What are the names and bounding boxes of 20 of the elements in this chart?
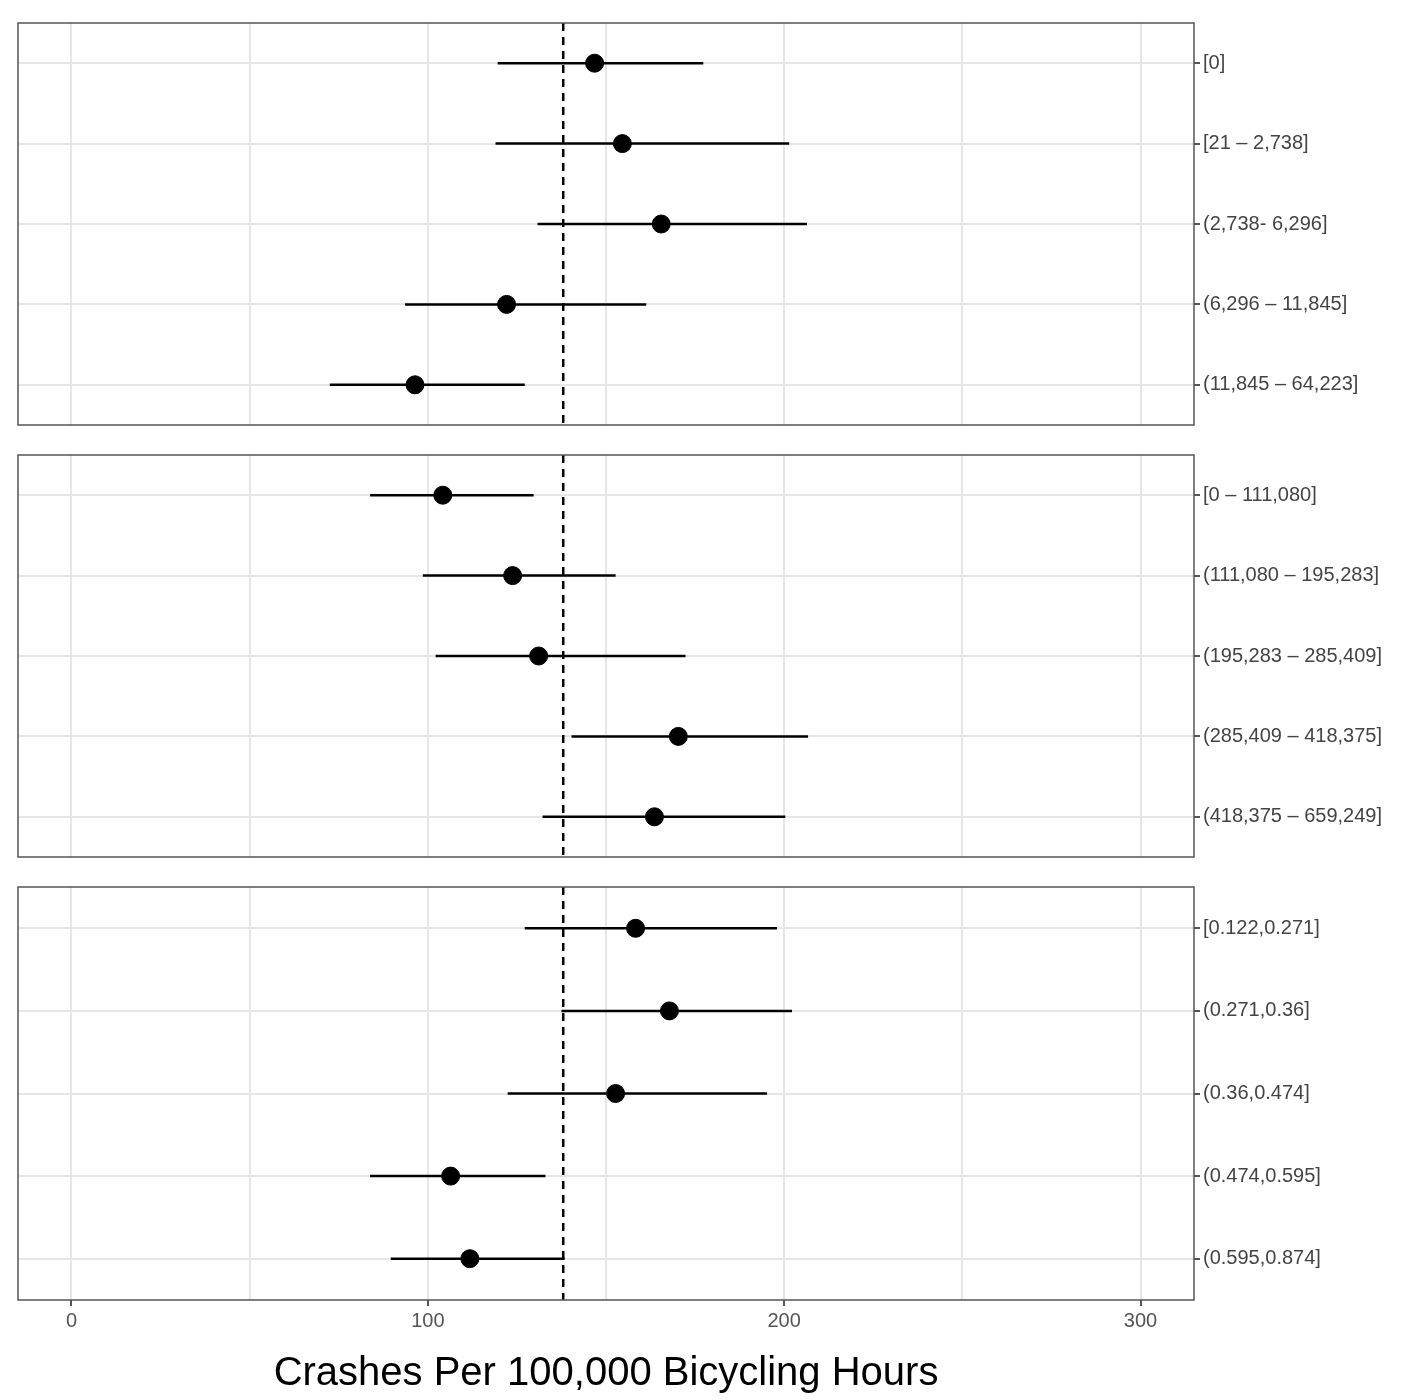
y-tick-label: (11,845 – 64,223] (1203, 372, 1359, 395)
x-tick-label: 300 (1123, 1308, 1158, 1331)
y-tick-label: (285,409 – 418,375] (1203, 723, 1383, 746)
y-tick-label: [0 – 111,080] (1203, 482, 1317, 505)
y-tick-label: (111,080 – 195,283] (1203, 563, 1380, 586)
y-tick-label: (0.36,0.474] (1203, 1081, 1310, 1104)
x-tick-label: 100 (411, 1308, 445, 1331)
y-tick-label: [21 – 2,738] (1203, 131, 1309, 154)
y-tick-label: (2,738- 6,296] (1203, 211, 1328, 234)
y-tick-label: (6,296 – 11,845] (1203, 291, 1348, 314)
y-tick-label: (195,283 – 285,409] (1203, 643, 1383, 666)
y-tick-label: (0.271,0.36] (1203, 998, 1310, 1021)
x-tick-label: 0 (65, 1308, 78, 1331)
y-tick-label: (418,375 – 659,249] (1203, 804, 1383, 827)
x-tick-label: 200 (767, 1308, 801, 1331)
y-tick-label: [0] (1203, 50, 1226, 73)
x-axis-title: Crashes Per 100,000 Bicycling Hours (273, 1349, 939, 1394)
y-tick-label: (0.474,0.595] (1203, 1163, 1321, 1186)
y-tick-label: (0.595,0.874] (1203, 1246, 1321, 1269)
y-tick-label: [0.122,0.271] (1203, 915, 1320, 938)
